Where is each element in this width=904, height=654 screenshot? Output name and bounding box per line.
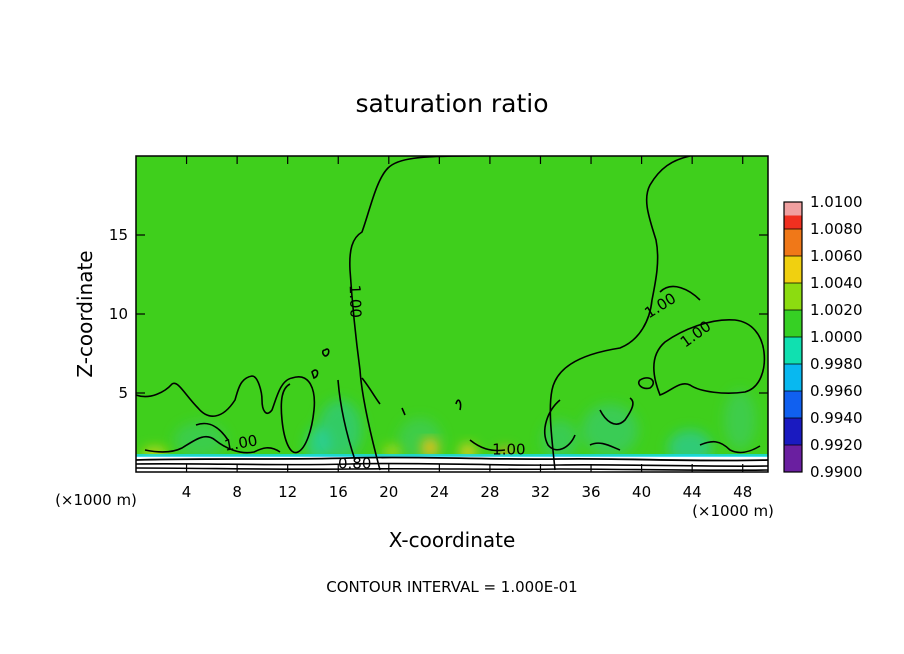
- colorbar-segment: [784, 256, 802, 283]
- colorbar-label: 1.0080: [810, 220, 863, 238]
- x-tick-label: 12: [278, 483, 297, 501]
- x-tick-label: 44: [683, 483, 702, 501]
- colorbar-segment: [784, 337, 802, 364]
- y-tick-label: 5: [118, 384, 128, 402]
- x-tick-label: 28: [480, 483, 499, 501]
- contour-label: 0.80: [338, 455, 371, 473]
- colorbar-label: 1.0020: [810, 301, 863, 319]
- y-tick-label: 15: [109, 226, 128, 244]
- colorbar-segment: [784, 202, 802, 216]
- x-tick-label: 4: [182, 483, 192, 501]
- x-unit-left: (×1000 m): [55, 491, 137, 509]
- x-tick-label: 32: [531, 483, 550, 501]
- colorbar-label: 1.0000: [810, 328, 863, 346]
- colorbar-label: 1.0100: [810, 193, 863, 211]
- colorbar-segment: [784, 364, 802, 391]
- colorbar-label: 0.9980: [810, 355, 863, 373]
- contour-label: 1.00: [223, 431, 259, 455]
- colorbar-label: 0.9940: [810, 409, 863, 427]
- colorbar-label: 0.9920: [810, 436, 863, 454]
- contour-interval-note: CONTOUR INTERVAL = 1.000E-01: [326, 578, 577, 596]
- colorbar-segment: [784, 310, 802, 337]
- x-axis-ticks: 4 8 12 16 20 24 28 32 36 40 44 48: [182, 156, 752, 501]
- y-axis-ticks: 5 10 15: [109, 226, 768, 402]
- colorbar-label: 0.9960: [810, 382, 863, 400]
- contour-label: 1.00: [492, 440, 525, 458]
- x-tick-label: 36: [581, 483, 600, 501]
- colorbar-label: 1.0060: [810, 247, 863, 265]
- colorbar-segment: [784, 445, 802, 472]
- colorbar-label: 1.0040: [810, 274, 863, 292]
- x-tick-label: 8: [232, 483, 242, 501]
- x-unit-right: (×1000 m): [692, 502, 774, 520]
- colorbar: 0.9900 0.9920 0.9940 0.9960 0.9980 1.0000 1.00…: [783, 193, 863, 481]
- x-axis-label: X-coordinate: [389, 528, 516, 552]
- colorbar-label: 0.9900: [810, 463, 863, 481]
- y-axis-label: Z-coordinate: [73, 250, 97, 377]
- colorbar-segment: [784, 283, 802, 310]
- x-tick-label: 48: [733, 483, 752, 501]
- contour-label: 1.00: [346, 284, 365, 318]
- plot-area: 1.00 1.001.001.00 1.000.80: [136, 156, 768, 473]
- colorbar-segment: [784, 391, 802, 418]
- chart-title: saturation ratio: [355, 89, 548, 118]
- x-tick-label: 40: [632, 483, 651, 501]
- x-tick-label: 24: [430, 483, 449, 501]
- x-tick-label: 16: [329, 483, 348, 501]
- colorbar-segment: [784, 418, 802, 445]
- field-background: [136, 156, 768, 472]
- colorbar-segment: [784, 229, 802, 256]
- y-tick-label: 10: [109, 305, 128, 323]
- x-tick-label: 20: [379, 483, 398, 501]
- contour-lines: [136, 156, 768, 472]
